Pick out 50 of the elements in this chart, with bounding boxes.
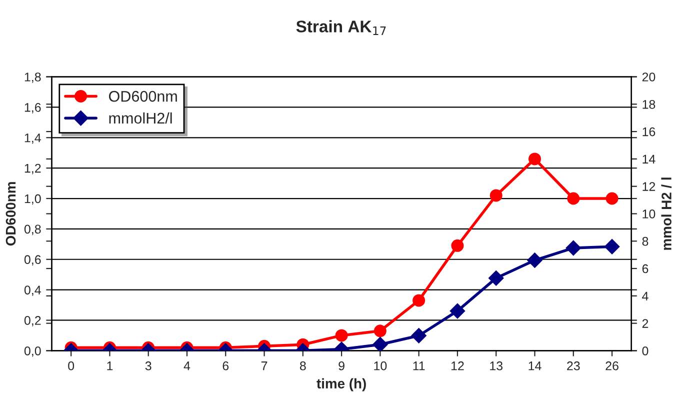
y2-tick-label: 14 <box>642 154 656 164</box>
x-tick-label: 14 <box>528 362 542 370</box>
y-tick-label: 1,6 <box>24 103 41 114</box>
y2-tick-label: 18 <box>642 100 656 109</box>
x-tick-label: 26 <box>606 361 618 370</box>
x-tick-label: 0 <box>68 361 74 370</box>
y2-tick-label: 6 <box>642 264 648 274</box>
x-tick-label: 11 <box>413 362 425 370</box>
y-tick-label: 0,4 <box>24 286 41 296</box>
y-tick-label: 0,2 <box>24 316 41 326</box>
point <box>528 152 541 166</box>
y-tick-label: 1,4 <box>24 134 41 144</box>
point <box>412 294 426 307</box>
x-tick-label: 6 <box>222 361 229 370</box>
chart-title: Strain AK$_{17}$ <box>296 20 386 35</box>
point <box>606 192 618 205</box>
x-tick-label: 12 <box>451 361 464 370</box>
x-tick-label: 4 <box>184 362 190 370</box>
x-tick-label: 23 <box>567 361 580 370</box>
x-tick-label: 3 <box>145 361 152 370</box>
y-tick-label: 0,6 <box>24 255 41 266</box>
y2-tick-label: 16 <box>642 127 656 136</box>
legend-label: OD600nm <box>109 90 177 102</box>
x-tick-label: 8 <box>300 361 306 370</box>
point <box>451 239 464 252</box>
y2-tick-label: 2 <box>642 319 648 328</box>
point <box>567 192 580 205</box>
y2-tick-label: 20 <box>642 72 656 82</box>
point <box>490 189 502 202</box>
point <box>335 329 348 342</box>
x-tick-label: 9 <box>338 361 344 370</box>
y-tick-label: 0,0 <box>24 346 41 357</box>
x-tick-label: 1 <box>107 362 113 370</box>
x-tick-label: 10 <box>374 361 387 370</box>
y2-tick-label: 0 <box>642 346 648 356</box>
y-axis-title: OD600nm <box>6 182 16 246</box>
y2-tick-label: 4 <box>642 292 648 300</box>
point <box>374 324 386 338</box>
legend-label: mmolH2/l <box>109 112 172 124</box>
y2-tick-label: 12 <box>642 182 656 191</box>
y-tick-label: 1,8 <box>24 72 41 83</box>
x-axis-title: time (h) <box>316 378 366 392</box>
y2-tick-label: 8 <box>642 236 648 246</box>
y-tick-label: 1,2 <box>24 164 41 174</box>
x-tick-label: 13 <box>490 361 503 370</box>
x-tick-label: 7 <box>261 362 268 370</box>
y-tick-label: 1,0 <box>24 194 41 205</box>
y2-tick-label: 10 <box>642 210 656 218</box>
y2-axis-title: mmol H2 / l <box>661 178 672 250</box>
y-tick-label: 0,8 <box>24 224 41 236</box>
